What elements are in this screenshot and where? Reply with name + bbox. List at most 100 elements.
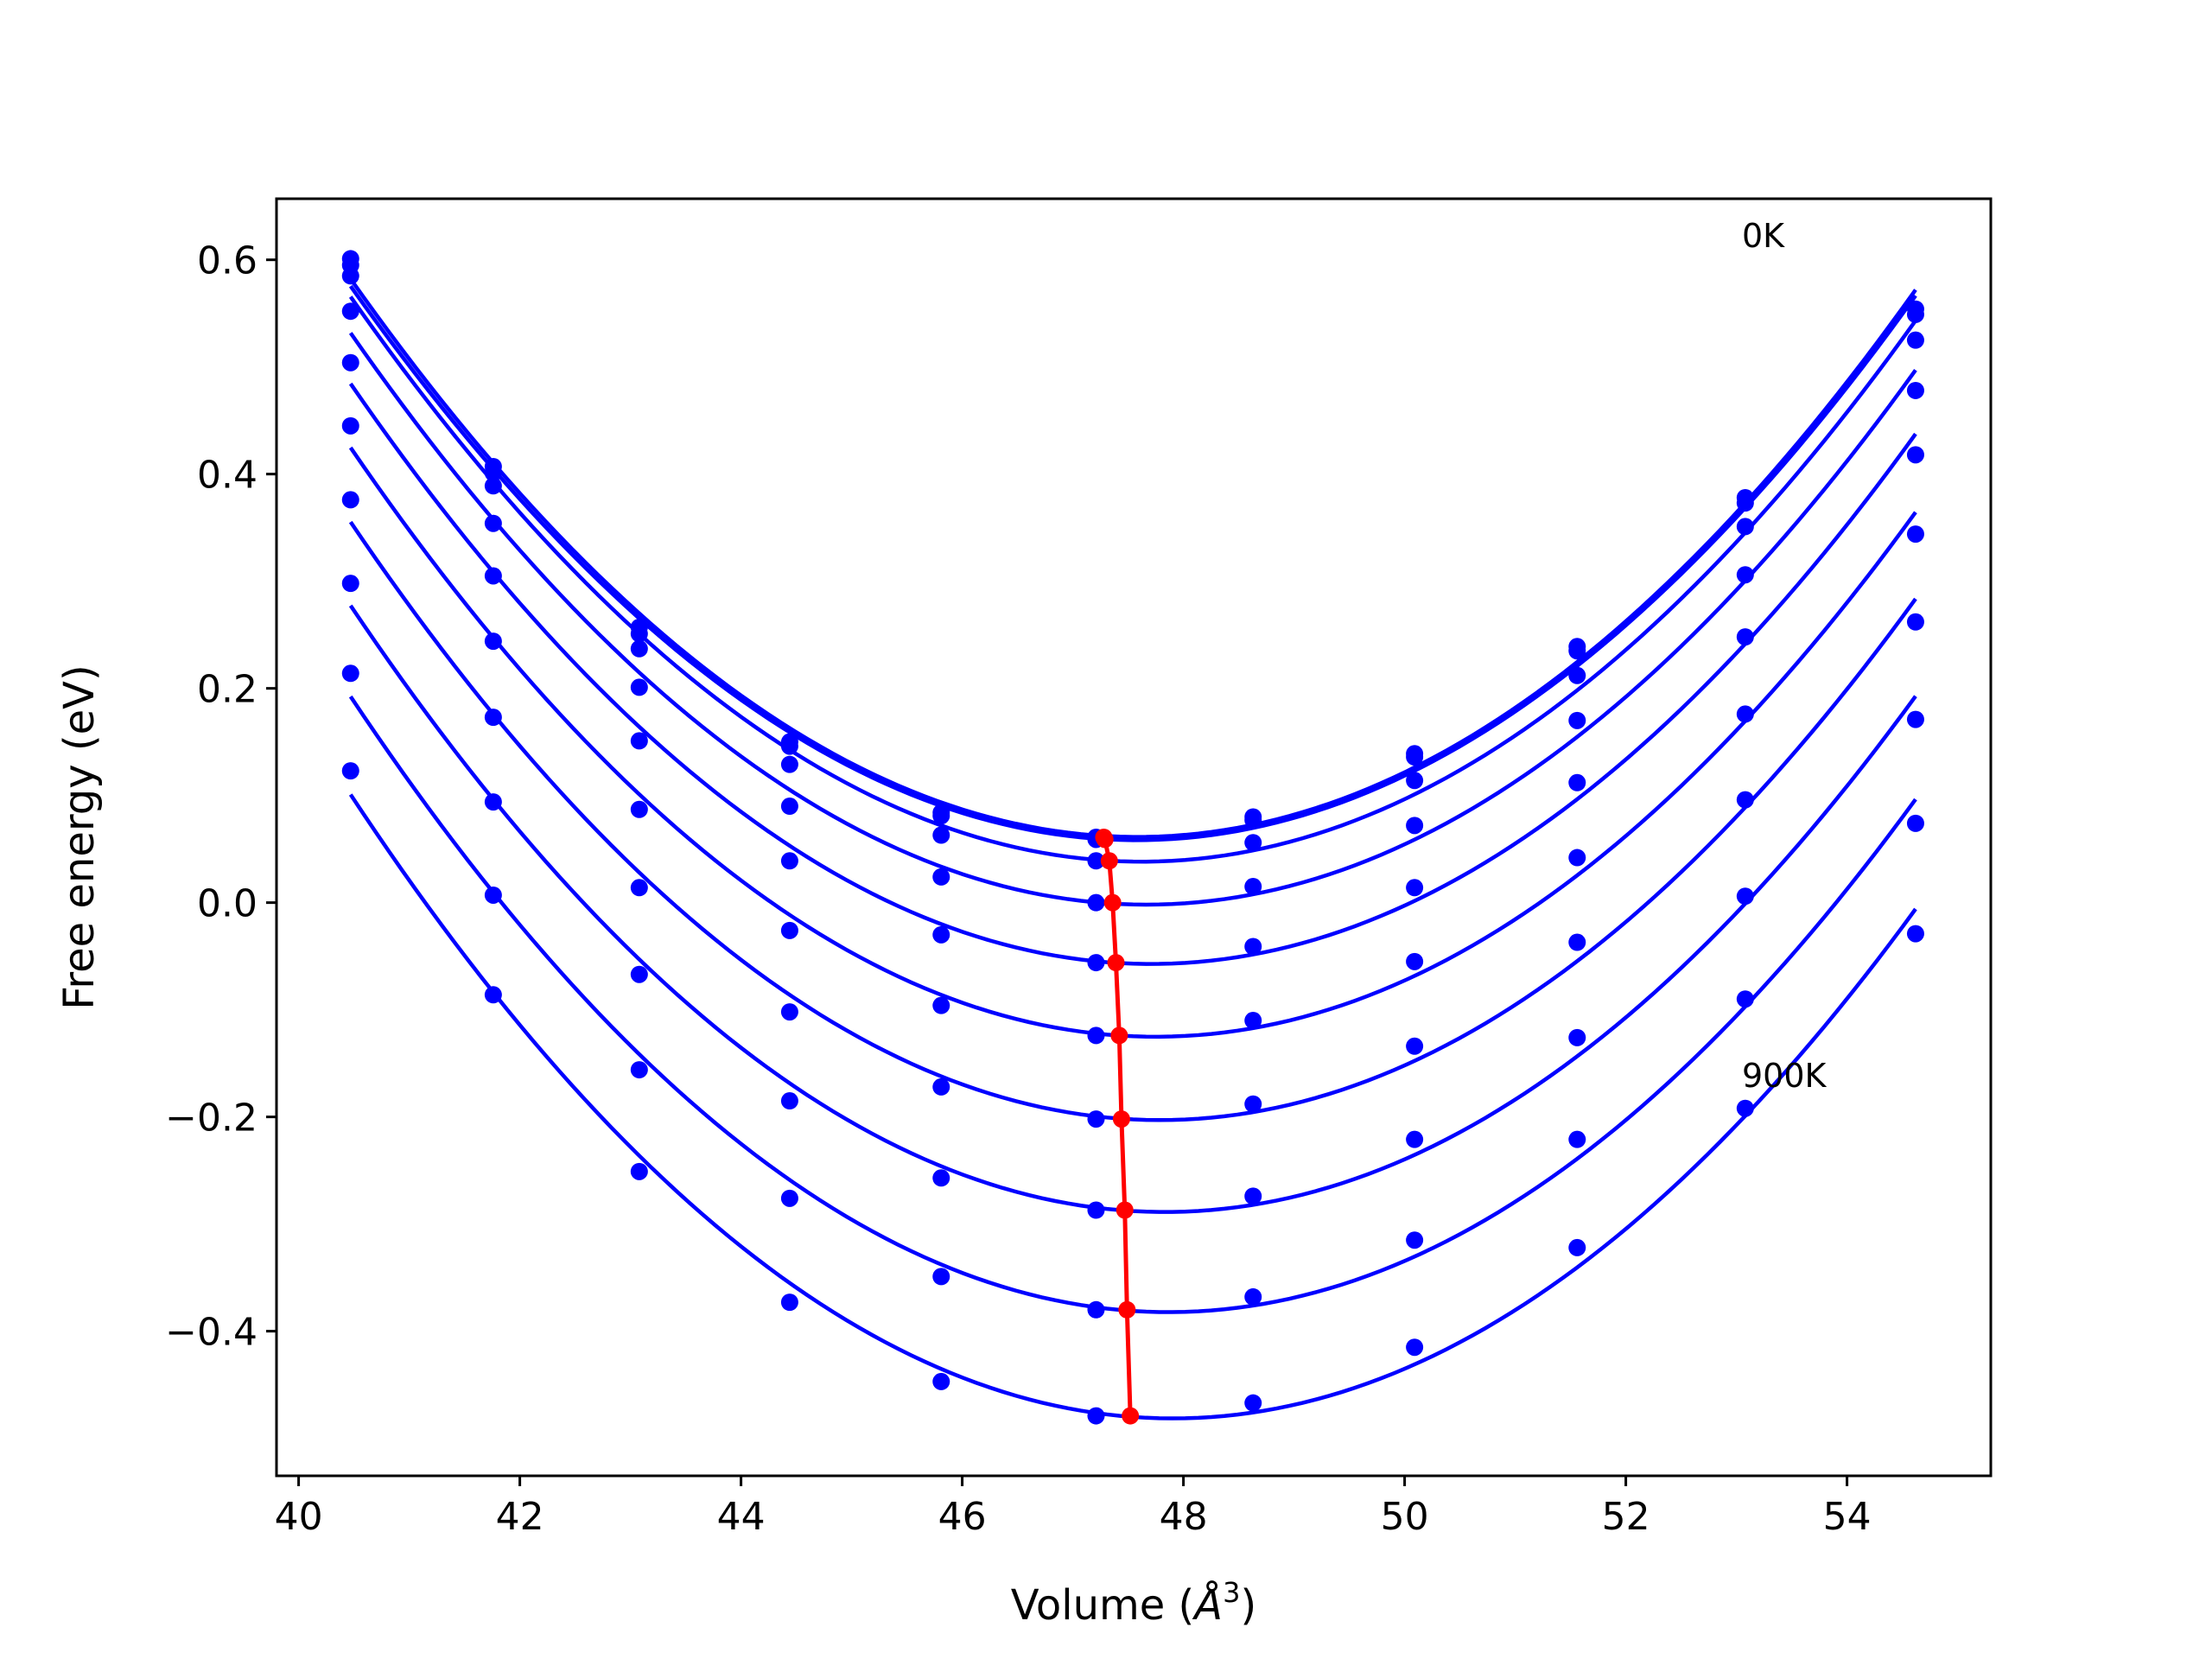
annotations: 0K 900K (1742, 217, 1827, 1095)
data-point-700K-3 (780, 1092, 798, 1110)
data-point-500K-10 (1906, 525, 1924, 543)
data-point-300K-6 (1244, 878, 1262, 896)
data-point-800K-9 (1736, 990, 1754, 1008)
data-point-500K-1 (484, 632, 502, 651)
x-tick-label-48: 48 (1160, 1495, 1208, 1539)
data-point-400K-1 (484, 567, 502, 585)
data-point-300K-3 (780, 798, 798, 816)
data-point-300K-9 (1736, 566, 1754, 584)
minimum-point-2 (1100, 852, 1118, 870)
x-axis-label-close: ) (1240, 1581, 1256, 1630)
data-point-200K-4 (932, 826, 950, 844)
minimum-point-4 (1107, 954, 1125, 972)
data-point-900K-0 (341, 762, 359, 780)
curve-line-100K (348, 284, 1917, 842)
data-point-400K-3 (780, 852, 798, 870)
data-point-900K-6 (1244, 1394, 1262, 1412)
minimum-point-3 (1103, 893, 1122, 912)
data-point-800K-7 (1406, 1231, 1424, 1249)
data-point-700K-7 (1406, 1130, 1424, 1148)
data-point-500K-7 (1406, 952, 1424, 970)
y-axis-label: Free energy (eV) (55, 664, 104, 1009)
x-tick-label-54: 54 (1823, 1495, 1872, 1539)
data-point-200K-6 (1244, 834, 1262, 852)
data-point-300K-0 (341, 302, 359, 321)
data-point-800K-3 (780, 1189, 798, 1207)
data-point-700K-1 (484, 793, 502, 811)
annotation-900K: 900K (1742, 1057, 1827, 1095)
data-point-300K-7 (1406, 817, 1424, 835)
data-point-200K-5 (1087, 852, 1105, 870)
data-point-500K-4 (932, 996, 950, 1014)
x-axis-ticks: 40 42 44 46 48 50 52 54 (275, 1476, 1872, 1539)
data-point-200K-3 (780, 755, 798, 773)
data-point-900K-3 (780, 1294, 798, 1312)
x-tick-label-50: 50 (1381, 1495, 1429, 1539)
curve-line-600K (348, 520, 1917, 1122)
data-point-800K-2 (630, 1061, 648, 1079)
data-point-300K-1 (484, 514, 502, 532)
data-point-300K-5 (1087, 893, 1105, 912)
y-tick-label-1: −0.2 (165, 1096, 257, 1141)
minimum-path-line (1102, 836, 1133, 1416)
minimum-path-layer (1095, 829, 1140, 1425)
data-point-600K-2 (630, 879, 648, 897)
data-point-600K-8 (1568, 933, 1586, 951)
data-point-700K-8 (1568, 1028, 1586, 1046)
x-tick-label-52: 52 (1602, 1495, 1650, 1539)
data-point-700K-6 (1244, 1187, 1262, 1205)
data-point-400K-10 (1906, 446, 1924, 464)
curve-line-300K (348, 332, 1917, 907)
data-point-800K-5 (1087, 1300, 1105, 1319)
data-point-200K-7 (1406, 772, 1424, 790)
curve-line-500K (348, 446, 1917, 1039)
data-point-900K-7 (1406, 1338, 1424, 1357)
data-point-900K-5 (1087, 1407, 1105, 1425)
data-point-400K-2 (630, 732, 648, 750)
data-point-400K-6 (1244, 938, 1262, 956)
plot-frame (275, 197, 1993, 1478)
data-point-400K-7 (1406, 879, 1424, 897)
data-point-400K-4 (932, 925, 950, 944)
minimum-point-1 (1096, 830, 1114, 849)
data-point-600K-10 (1906, 613, 1924, 631)
x-axis-label-unit: Å (1192, 1580, 1223, 1630)
minimum-point-8 (1118, 1300, 1136, 1319)
data-point-100K-8 (1568, 642, 1586, 660)
energy-curve-600K (341, 491, 1924, 1128)
data-point-100K-7 (1406, 748, 1424, 766)
data-point-400K-5 (1087, 954, 1105, 972)
x-axis-label-text: Volume ( (1011, 1581, 1195, 1630)
data-point-800K-4 (932, 1268, 950, 1286)
x-tick-label-46: 46 (938, 1495, 987, 1539)
data-point-900K-2 (630, 1162, 648, 1180)
data-point-100K-4 (932, 807, 950, 825)
data-point-200K-1 (484, 477, 502, 495)
x-tick-label-42: 42 (496, 1495, 544, 1539)
data-point-500K-8 (1568, 849, 1586, 867)
data-point-600K-7 (1406, 1037, 1424, 1055)
data-point-800K-1 (484, 886, 502, 904)
data-point-200K-8 (1568, 666, 1586, 684)
data-point-600K-1 (484, 709, 502, 727)
data-point-300K-10 (1906, 381, 1924, 399)
energy-curve-400K (341, 353, 1924, 972)
curve-line-0K (348, 277, 1917, 839)
data-point-700K-10 (1906, 710, 1924, 728)
data-point-300K-8 (1568, 711, 1586, 729)
data-point-500K-3 (780, 921, 798, 939)
minimum-point-5 (1110, 1027, 1128, 1045)
data-point-400K-0 (341, 353, 359, 372)
data-point-300K-4 (932, 868, 950, 886)
data-point-700K-4 (932, 1169, 950, 1187)
energy-curve-200K (341, 267, 1924, 870)
x-axis-label-exponent: 3 (1223, 1576, 1240, 1609)
data-point-600K-0 (341, 491, 359, 509)
data-point-900K-4 (932, 1372, 950, 1390)
data-point-800K-6 (1244, 1287, 1262, 1306)
x-tick-label-40: 40 (275, 1495, 323, 1539)
y-tick-label-4: 0.4 (197, 454, 257, 498)
energy-curve-500K (341, 416, 1924, 1045)
data-point-600K-3 (780, 1003, 798, 1021)
energy-curve-300K (341, 302, 1924, 912)
